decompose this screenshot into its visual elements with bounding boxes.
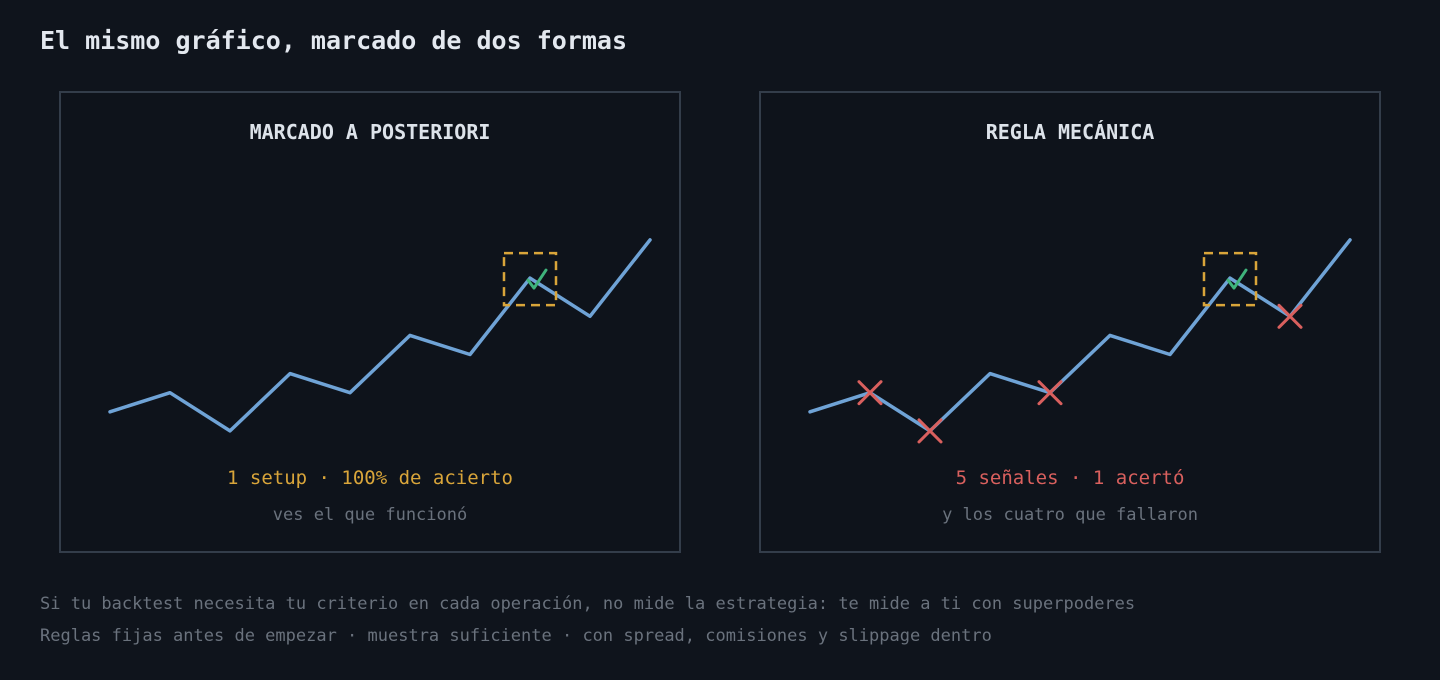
panel-mechanical-frame	[759, 91, 1381, 553]
panel-mechanical-chart	[808, 238, 1352, 444]
panel-hindsight: MARCADO A POSTERIORI 1 setup · 100% de a…	[59, 91, 681, 553]
check-icon	[1226, 268, 1248, 290]
panel-mechanical-result: 5 señales · 1 acertó	[956, 467, 1185, 489]
price-line	[808, 238, 1352, 433]
price-line	[108, 238, 652, 433]
cross-icon	[917, 418, 943, 444]
setup-highlight-box	[502, 251, 558, 307]
panel-mechanical-subtitle: y los cuatro que fallaron	[942, 505, 1198, 525]
setup-highlight-box	[1202, 251, 1258, 307]
footer-rules: Reglas fijas antes de empezar · muestra …	[40, 626, 992, 646]
panel-hindsight-title: MARCADO A POSTERIORI	[250, 120, 491, 144]
panel-mechanical-title: REGLA MECÁNICA	[986, 120, 1155, 144]
cross-icon	[1037, 380, 1063, 406]
panel-hindsight-frame	[59, 91, 681, 553]
panel-hindsight-subtitle: ves el que funcionó	[273, 505, 467, 525]
cross-icon	[857, 380, 883, 406]
cross-icon	[1277, 303, 1303, 329]
page-title: El mismo gráfico, marcado de dos formas	[40, 26, 627, 55]
panel-mechanical: REGLA MECÁNICA 5 señales · 1 acertó y lo…	[759, 91, 1381, 553]
panel-hindsight-chart	[108, 238, 652, 433]
panel-hindsight-result: 1 setup · 100% de acierto	[227, 467, 513, 489]
footer-note: Si tu backtest necesita tu criterio en c…	[40, 594, 1136, 614]
check-icon	[526, 268, 548, 290]
